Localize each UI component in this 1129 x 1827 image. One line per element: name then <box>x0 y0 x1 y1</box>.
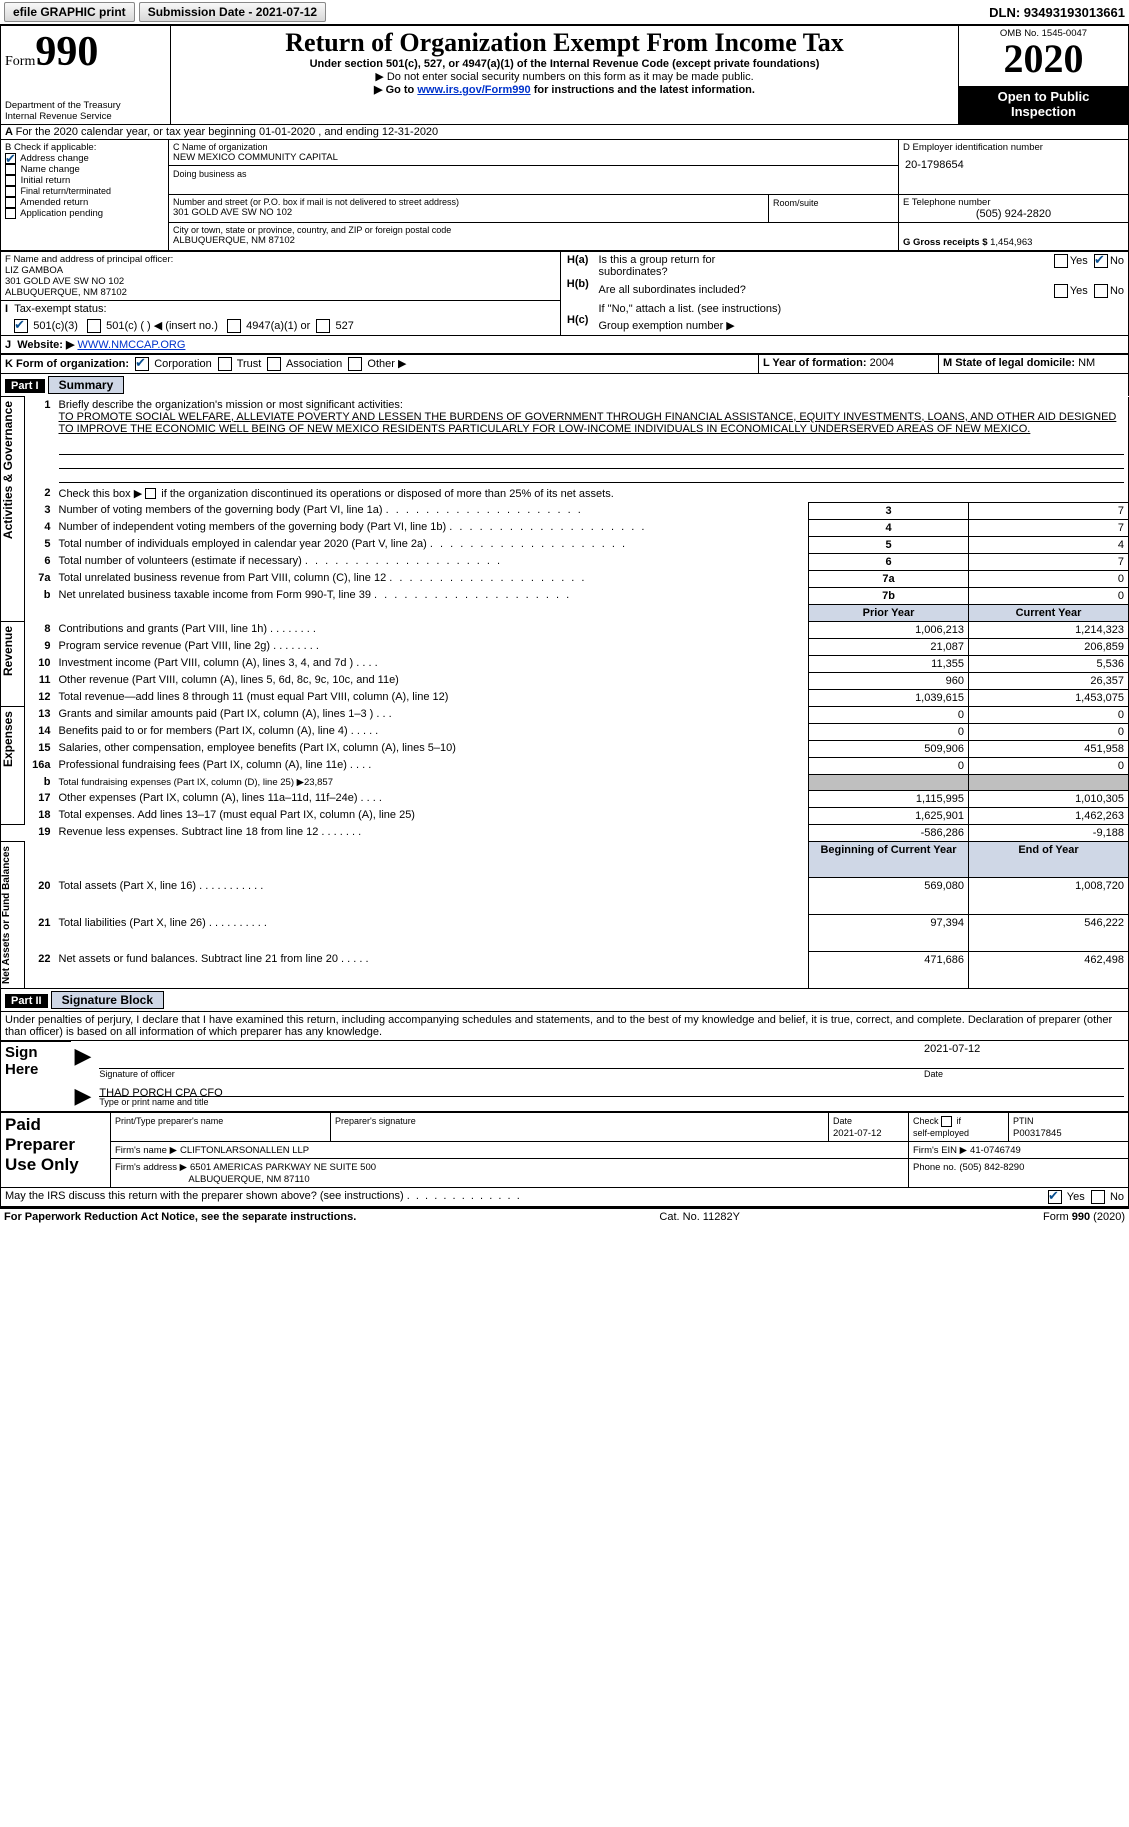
chk-assoc[interactable] <box>267 357 281 371</box>
chk-other[interactable] <box>348 357 362 371</box>
box-e-label: E Telephone number <box>903 197 1124 208</box>
subtitle-1: Under section 501(c), 527, or 4947(a)(1)… <box>175 58 954 70</box>
part1-header: Part I Summary <box>0 374 1129 396</box>
sign-table: Sign Here ▶ 2021-07-12 Signature of offi… <box>0 1041 1129 1113</box>
chk-501c3[interactable] <box>14 319 28 333</box>
sidebar-exp: Expenses <box>1 707 15 771</box>
ha-no[interactable] <box>1094 254 1108 268</box>
fh-table: F Name and address of principal officer:… <box>0 251 1129 336</box>
discuss-row: May the IRS discuss this return with the… <box>0 1188 1129 1207</box>
discuss-no[interactable] <box>1091 1190 1105 1204</box>
irs-link[interactable]: www.irs.gov/Form990 <box>417 84 530 96</box>
box-g: G Gross receipts $ 1,454,963 <box>903 237 1124 248</box>
ha-yes[interactable] <box>1054 254 1068 268</box>
open-public-2: Inspection <box>963 104 1124 119</box>
sign-here-label: Sign Here <box>1 1041 71 1112</box>
ha-text: Is this a group return for <box>599 254 716 266</box>
officer-addr2: ALBUQUERQUE, NM 87102 <box>5 287 556 298</box>
hb-yes[interactable] <box>1054 284 1068 298</box>
checkbox-final[interactable] <box>5 186 16 197</box>
irs-label: Internal Revenue Service <box>5 111 166 122</box>
bg-table: B Check if applicable: Address change Na… <box>0 139 1129 251</box>
line-j: J Website: ▶ WWW.NMCCAP.ORG <box>0 336 1129 354</box>
dept-label: Department of the Treasury <box>5 100 166 111</box>
perjury-text: Under penalties of perjury, I declare th… <box>0 1012 1129 1041</box>
room-label: Room/suite <box>773 198 819 208</box>
summary-table: Activities & Governance 1 Briefly descri… <box>0 396 1129 989</box>
subtitle-3: ▶ Go to www.irs.gov/Form990 for instruct… <box>175 83 954 96</box>
form-title: Return of Organization Exempt From Incom… <box>175 28 954 58</box>
checkbox-initial[interactable] <box>5 175 16 186</box>
submission-button[interactable]: Submission Date - 2021-07-12 <box>139 2 326 22</box>
open-public-1: Open to Public <box>963 89 1124 104</box>
checkbox-app[interactable] <box>5 208 16 219</box>
hc-text: Group exemption number ▶ <box>599 320 735 332</box>
website-link[interactable]: WWW.NMCCAP.ORG <box>77 339 185 351</box>
chk-4947[interactable] <box>227 319 241 333</box>
top-bar: efile GRAPHIC print Submission Date - 20… <box>0 0 1129 25</box>
officer-name: LIZ GAMBOA <box>5 265 556 276</box>
paid-table: Paid Preparer Use Only Print/Type prepar… <box>0 1112 1129 1188</box>
street-label: Number and street (or P.O. box if mail i… <box>173 197 764 207</box>
part2-header: Part II Signature Block <box>0 989 1129 1012</box>
ifno-text: If "No," attach a list. (see instruction… <box>599 303 782 315</box>
paid-label: Paid Preparer Use Only <box>1 1113 111 1188</box>
tax-year: 2020 <box>963 39 1124 79</box>
city-label: City or town, state or province, country… <box>173 225 894 235</box>
sidebar-net: Net Assets or Fund Balances <box>1 842 12 988</box>
chk-527[interactable] <box>316 319 330 333</box>
dba-label: Doing business as <box>173 169 247 179</box>
org-name: NEW MEXICO COMMUNITY CAPITAL <box>173 152 894 163</box>
chk-discontinued[interactable] <box>145 488 156 499</box>
sidebar-rev: Revenue <box>1 622 15 680</box>
chk-corp[interactable] <box>135 357 149 371</box>
officer-addr1: 301 GOLD AVE SW NO 102 <box>5 276 556 287</box>
box-c-label: C Name of organization <box>173 142 894 152</box>
phone-value: (505) 924-2820 <box>903 208 1124 220</box>
header-table: Form990 Department of the Treasury Inter… <box>0 25 1129 125</box>
checkbox-name[interactable] <box>5 164 16 175</box>
box-f-label: F Name and address of principal officer: <box>5 254 556 265</box>
chk-trust[interactable] <box>218 357 232 371</box>
checkbox-address[interactable] <box>5 153 16 164</box>
sidebar-gov: Activities & Governance <box>1 397 15 543</box>
checkbox-amended[interactable] <box>5 197 16 208</box>
ein-value: 20-1798654 <box>903 153 1124 177</box>
street-value: 301 GOLD AVE SW NO 102 <box>173 207 764 218</box>
box-d-label: D Employer identification number <box>903 142 1124 153</box>
box-b-title: B Check if applicable: <box>5 142 164 153</box>
city-value: ALBUQUERQUE, NM 87102 <box>173 235 894 246</box>
chk-501c[interactable] <box>87 319 101 333</box>
mission-text: TO PROMOTE SOCIAL WELFARE, ALLEVIATE POV… <box>59 411 1117 435</box>
efile-button[interactable]: efile GRAPHIC print <box>4 2 135 22</box>
klm-table: K Form of organization: Corporation Trus… <box>0 354 1129 374</box>
line-a: A For the 2020 calendar year, or tax yea… <box>0 125 1129 139</box>
l2: Check this box ▶ Check this box ▶ if the… <box>59 488 614 500</box>
footer-row: For Paperwork Reduction Act Notice, see … <box>0 1207 1129 1225</box>
chk-self[interactable] <box>941 1116 952 1127</box>
discuss-yes[interactable] <box>1048 1190 1062 1204</box>
dln-label: DLN: 93493193013661 <box>989 5 1125 20</box>
hb-text: Are all subordinates included? <box>599 284 746 296</box>
form-label: Form990 <box>5 28 166 76</box>
subtitle-2: ▶ Do not enter social security numbers o… <box>175 70 954 83</box>
hb-no[interactable] <box>1094 284 1108 298</box>
